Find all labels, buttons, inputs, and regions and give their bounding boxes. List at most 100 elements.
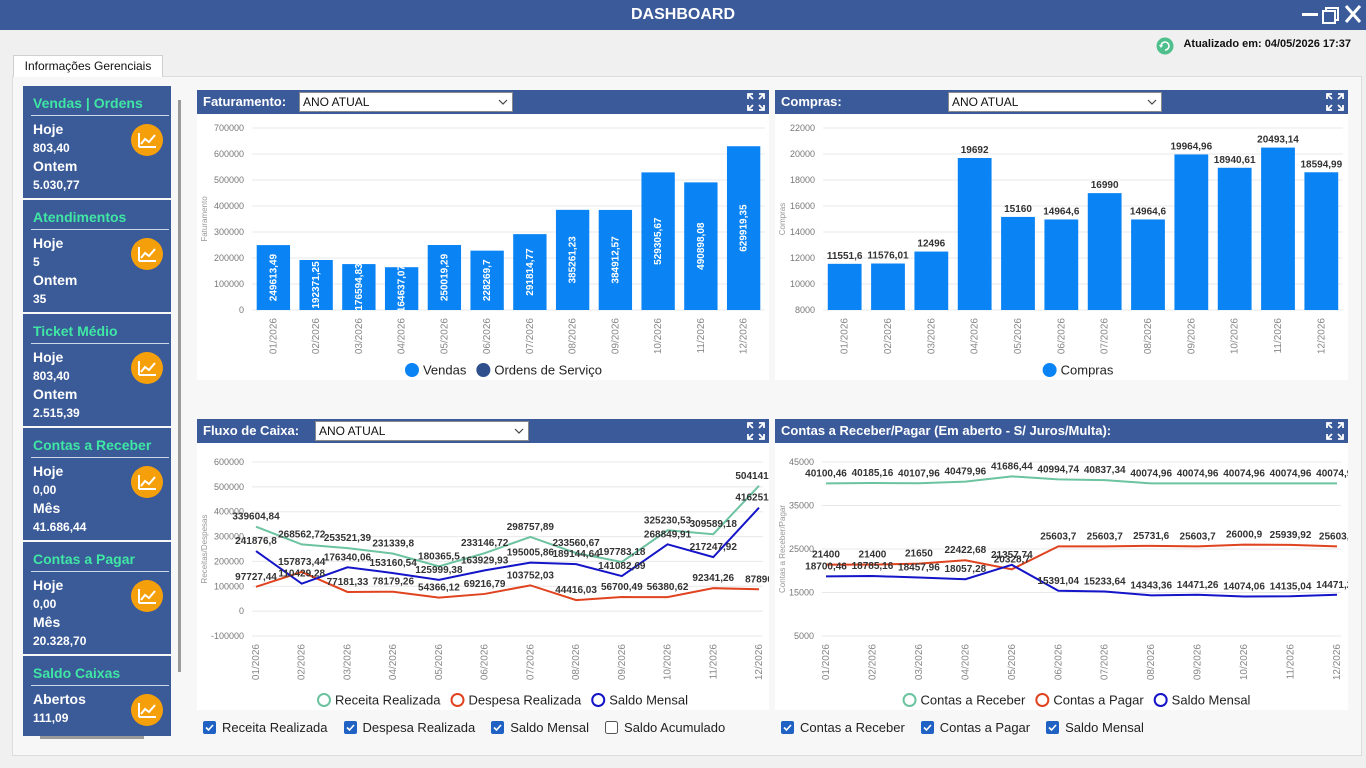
bar-value-label: 250019,29: [439, 253, 450, 301]
series-checkbox[interactable]: Receita Realizada: [203, 720, 328, 735]
chevron: [1147, 99, 1157, 105]
info-card: Contas a Pagar Hoje 0,00 Mês 20.328,70: [23, 542, 171, 654]
close-button[interactable]: [1344, 5, 1362, 23]
expand-icon[interactable]: [1326, 422, 1344, 440]
checkbox[interactable]: [781, 721, 794, 734]
dropdown-chevron: [498, 99, 508, 105]
legend-label: Despesa Realizada: [469, 693, 583, 708]
bar-value-label: 629919,35: [739, 204, 750, 252]
x-tick-label: 04/2026: [960, 644, 971, 681]
checkbox[interactable]: [1046, 721, 1060, 734]
checkbox-label: Saldo Mensal: [1065, 720, 1144, 735]
x-tick-label: 10/2026: [653, 318, 664, 355]
series-checkbox[interactable]: Contas a Receber: [781, 720, 905, 735]
point-value-label: 54366,12: [418, 583, 460, 594]
series-checkbox[interactable]: Saldo Mensal: [491, 720, 589, 735]
point-value-label: 77181,33: [327, 577, 369, 588]
tab[interactable]: Informações Gerenciais: [13, 55, 163, 77]
y-tick-label: 18000: [790, 175, 815, 185]
card-label: Mês: [33, 614, 61, 630]
window-buttons[interactable]: [1300, 3, 1362, 27]
checkbox[interactable]: [491, 721, 505, 734]
series-checkbox[interactable]: Contas a Pagar: [920, 720, 1030, 735]
x-tick-label: 12/2026: [1332, 644, 1343, 681]
x-tick-label: 11/2026: [696, 318, 707, 354]
card-value: 803,40: [33, 369, 70, 383]
x-tick-label: 08/2026: [568, 318, 579, 355]
dropdown-value: ANO ATUAL: [319, 424, 386, 438]
checkbox[interactable]: [343, 721, 357, 734]
y-tick-label: 15000: [789, 588, 814, 598]
bar: [384, 267, 419, 310]
card-title: Saldo Caixas: [33, 665, 121, 681]
x-tick-label: 07/2026: [1100, 644, 1111, 681]
card-icon: [131, 238, 163, 270]
point-value-label: 233146,72: [461, 538, 509, 549]
chart-panel: Fluxo de Caixa: ANO ATUAL -100000 0 100000 20…: [197, 419, 769, 710]
legend-marker: [404, 363, 419, 377]
card-label: Ontem: [33, 158, 78, 174]
x-tick-label: 05/2026: [434, 644, 445, 681]
point-value-label: 18785,16: [852, 561, 894, 572]
legend-label: Ordens de Serviço: [494, 363, 602, 378]
point-value-label: 69216,79: [464, 579, 506, 590]
expand-icon[interactable]: [747, 422, 765, 440]
expand-icon[interactable]: [747, 93, 765, 111]
period-dropdown[interactable]: ANO ATUAL: [948, 92, 1162, 112]
card-value: 20.328,70: [33, 634, 87, 648]
point-value-label: 92341,26: [692, 573, 734, 584]
period-dropdown[interactable]: ANO ATUAL: [299, 92, 513, 112]
panel-title: Faturamento:: [203, 94, 287, 109]
point-value-label: 153160,54: [370, 558, 418, 569]
y-tick-label: 8000: [795, 305, 815, 315]
x-tick-label: 10/2026: [1239, 644, 1250, 681]
period-dropdown[interactable]: ANO ATUAL: [315, 421, 529, 441]
checkbox[interactable]: [920, 721, 934, 734]
checkbox-label: Contas a Receber: [800, 720, 905, 735]
x-tick-label: 07/2026: [1100, 318, 1111, 355]
chart-panel: Compras: ANO ATUAL 8000 10000 12000 14000 1600…: [775, 90, 1348, 380]
x-tick-label: 09/2026: [1193, 644, 1204, 681]
y-tick-label: 500000: [214, 482, 244, 492]
x-tick-label: 10/2026: [663, 644, 674, 681]
series-checkbox[interactable]: Saldo Acumulado: [605, 720, 725, 735]
x-tick-label: 06/2026: [1053, 644, 1064, 681]
checkbox[interactable]: [605, 721, 619, 734]
checkbox-label: Saldo Acumulado: [624, 720, 726, 735]
y-axis-label: Contas a Receber/Pagar: [778, 505, 787, 593]
minimize-button[interactable]: [1302, 13, 1318, 16]
point-value-label: 14135,04: [1270, 581, 1312, 592]
x-tick-label: 12/2026: [754, 644, 765, 681]
series-checkbox[interactable]: Saldo Mensal: [1046, 720, 1144, 735]
chevron: [514, 428, 524, 434]
y-tick-label: 16000: [790, 201, 815, 211]
point-value-label: 110429,28: [278, 569, 325, 580]
point-value-label: 176340,06: [324, 552, 372, 563]
point-value-label: 21650: [905, 549, 933, 560]
point-value-label: 253521,39: [324, 533, 372, 544]
x-tick-label: 08/2026: [1143, 318, 1154, 355]
icon-glyph: [138, 133, 156, 148]
x-tick-label: 06/2026: [480, 644, 491, 681]
refresh-icon[interactable]: [1156, 37, 1174, 55]
bar-value-label: 19692: [961, 145, 989, 156]
expand-arrows: [747, 93, 765, 111]
y-tick-label: 200000: [214, 556, 244, 566]
point-value-label: 44416,03: [555, 585, 597, 596]
checkbox[interactable]: [203, 721, 216, 734]
card-value: 5: [33, 255, 40, 269]
point-value-label: 20328,7: [994, 554, 1031, 565]
legend-label: Receita Realizada: [335, 693, 441, 708]
card-icon: [131, 352, 163, 384]
series-checkbox[interactable]: Despesa Realizada: [343, 720, 475, 735]
scrollbar[interactable]: [40, 736, 144, 739]
expand-icon[interactable]: [1326, 93, 1344, 111]
scrollbar[interactable]: [178, 100, 181, 672]
point-value-label: 195005,86: [507, 548, 555, 559]
bar-value-label: 18940,61: [1214, 155, 1256, 166]
checkbox-box: [920, 721, 934, 734]
point-value-label: 163929,93: [461, 555, 509, 566]
point-value-label: 21400: [859, 550, 887, 561]
dropdown-value: ANO ATUAL: [952, 95, 1019, 109]
point-value-label: 14343,36: [1130, 580, 1172, 591]
